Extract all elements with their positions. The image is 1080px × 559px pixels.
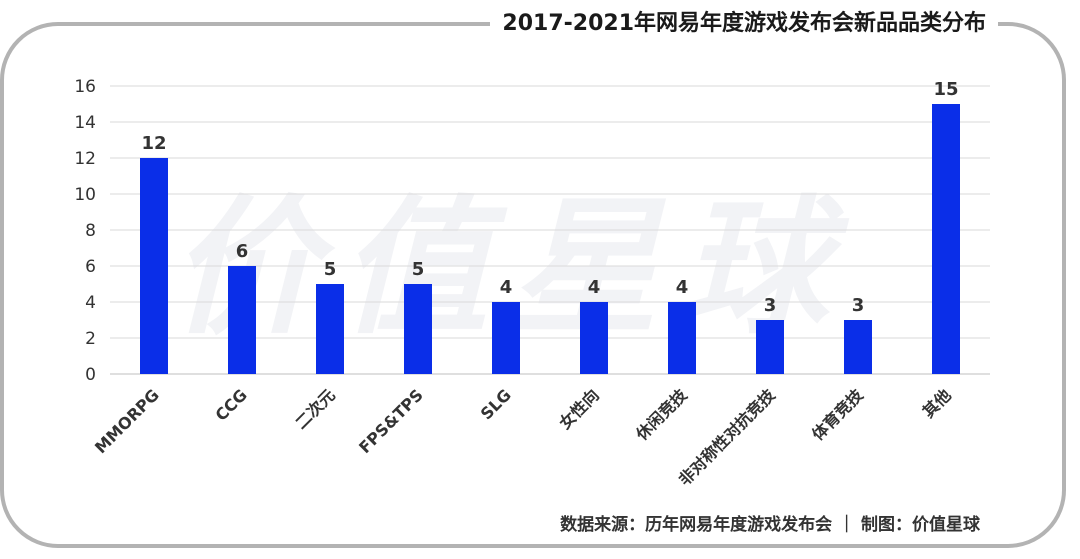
- bar: [492, 302, 520, 374]
- x-tick-label: 休闲竞技: [631, 385, 691, 445]
- x-tick-label: SLG: [477, 385, 515, 423]
- data-label: 4: [676, 277, 689, 298]
- x-tick-label: MMORPG: [91, 385, 163, 457]
- bar: [228, 266, 256, 374]
- y-axis-ticks: 0 2 4 6 8 10 12 14 16: [74, 77, 96, 385]
- data-label: 5: [324, 259, 337, 280]
- y-tick-label: 0: [85, 365, 96, 385]
- x-tick-label: 二次元: [291, 385, 338, 432]
- x-tick-label: CCG: [211, 385, 250, 424]
- bar: [580, 302, 608, 374]
- y-tick-label: 2: [85, 329, 96, 349]
- data-label: 3: [852, 295, 865, 316]
- y-tick-label: 6: [85, 257, 96, 277]
- y-tick-label: 10: [74, 185, 96, 205]
- bar: [844, 320, 872, 374]
- y-tick-label: 8: [85, 221, 96, 241]
- data-label: 4: [588, 277, 601, 298]
- data-labels: 12 6 5 5 4 4 4 3 3 15: [141, 79, 958, 316]
- data-label: 4: [500, 277, 513, 298]
- y-tick-label: 16: [74, 77, 96, 97]
- y-tick-label: 12: [74, 149, 96, 169]
- bar: [404, 284, 432, 374]
- bar: [668, 302, 696, 374]
- data-label: 5: [412, 259, 425, 280]
- gridlines: [110, 85, 990, 375]
- source-note: 数据来源：历年网易年度游戏发布会 ｜ 制图：价值星球: [560, 515, 980, 535]
- bar: [932, 104, 960, 374]
- y-tick-label: 4: [85, 293, 96, 313]
- x-tick-label: 体育竞技: [808, 385, 867, 444]
- bar: [140, 158, 168, 374]
- data-label: 6: [236, 241, 249, 262]
- x-tick-label: 其他: [919, 385, 955, 421]
- x-tick-label: 女性向: [555, 385, 602, 432]
- x-tick-label: FPS&TPS: [355, 385, 427, 457]
- data-label: 15: [933, 79, 958, 100]
- data-label: 12: [141, 133, 166, 154]
- bars: [140, 104, 960, 374]
- bar: [316, 284, 344, 374]
- data-label: 3: [764, 295, 777, 316]
- x-tick-label: 非对称性对抗竞技: [675, 385, 780, 490]
- bar: [756, 320, 784, 374]
- y-tick-label: 14: [74, 113, 96, 133]
- chart-title: 2017-2021年网易年度游戏发布会新品品类分布: [490, 4, 998, 44]
